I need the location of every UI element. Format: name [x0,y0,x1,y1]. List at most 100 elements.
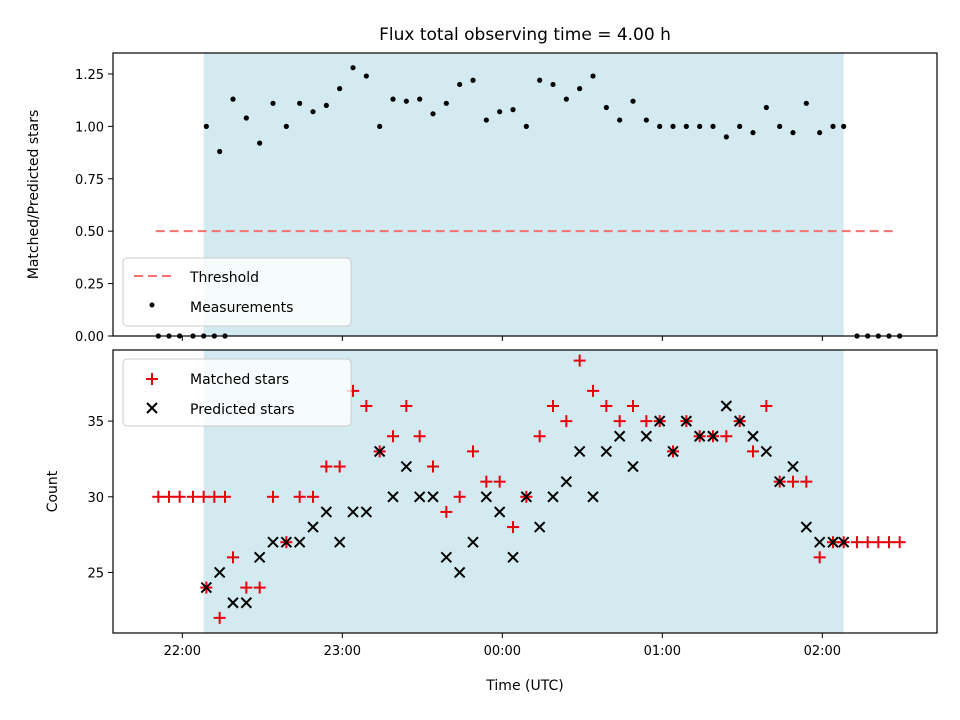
measurement-point [723,134,729,140]
measurement-point [390,96,396,102]
matched-star-point [360,399,373,412]
top-axes-frame [112,52,938,337]
bottom-y-ticks: 25 30 35 [87,415,113,581]
predicted-star-point [400,460,413,473]
predicted-star-point [707,430,719,442]
matched-star-point [533,430,546,443]
matched-star-point [640,415,653,428]
star-count-panel: 25 30 35 22:00 23:00 00:00 01:00 02:00 Count T… [45,349,938,694]
measurement-point [217,148,223,155]
measurement-point [841,123,847,129]
predicted-star-point [837,536,850,548]
legend-predicted-swatch [146,402,158,414]
matched-star-point [613,415,626,428]
measurement-point [630,98,636,104]
measurement-point [483,117,489,123]
measurement-point [697,123,703,129]
measurement-point [470,77,476,83]
bottom-x-ticks: 22:00 23:00 00:00 01:00 02:00 [164,633,841,659]
predicted-star-point [280,536,293,548]
y-tick-label: 0.25 [75,278,104,293]
bottom-axes-frame [112,349,938,634]
predicted-star-point [467,536,479,548]
measurement-point [550,81,556,88]
predicted-star-point [493,506,506,518]
predicted-star-point [547,491,559,503]
matched-star-point [400,399,413,412]
matched-star-point [152,490,165,503]
legend-measurements-label: Measurements [190,300,293,316]
measurement-point [257,140,263,146]
predicted-star-point [667,445,679,458]
predicted-star-point [413,491,426,503]
measurement-point [817,130,823,136]
predicted-star-point [227,597,239,609]
matched-star-point [560,415,573,428]
measurement-point [657,123,663,129]
predicted-star-point [333,536,346,548]
predicted-star-point [387,491,399,503]
measurement-point [577,86,583,92]
matched-star-point [547,399,559,412]
measurement-point [617,117,623,123]
matched-star-point [787,475,799,488]
y-tick-label: 0.75 [75,173,104,188]
top-y-axis-label: Matched/Predicted stars [26,110,42,280]
predicted-star-point [600,445,613,458]
y-tick-label: 30 [87,491,104,506]
predicted-star-point [360,506,373,518]
predicted-star-point [800,521,813,533]
measurement-point [403,98,409,104]
measurement-point [510,107,516,113]
bottom-y-axis-label: Count [45,470,61,512]
predicted-star-point [573,445,586,458]
measurement-point [243,115,249,121]
x-tick-label: 00:00 [484,644,521,659]
predicted-star-point [640,430,653,442]
y-tick-label: 1.25 [75,68,104,83]
chart-title: Flux total observing time = 4.00 h [379,25,671,45]
matched-star-point [333,460,346,473]
matched-star-point [187,490,199,503]
matched-star-point [253,581,266,594]
predicted-star-point [533,521,546,533]
y-tick-label: 25 [87,566,104,581]
matched-star-point [493,475,506,488]
matched-star-point [480,475,493,488]
predicted-star-point [373,445,386,458]
matched-star-point [893,536,906,549]
measurement-point [790,130,796,136]
predicted-star-point [627,460,639,473]
predicted-star-point [787,460,799,473]
measurement-point [283,123,289,129]
measurement-point [670,123,676,129]
predicted-star-point [560,475,573,488]
predicted-star-point [200,581,213,594]
matched-star-point [427,460,439,473]
predicted-star-point [480,491,493,503]
measurement-point [803,100,809,106]
measurement-point [350,65,356,71]
measurement-point [323,102,329,109]
matched-star-point [163,490,175,503]
predicted-star-point [440,551,453,564]
predicted-star-point [587,491,599,503]
measurement-point [777,123,783,129]
measurement-point [417,96,423,102]
predicted-star-point [773,475,786,488]
matched-star-point [320,460,333,473]
measurement-point [710,123,716,129]
predicted-star-point [613,430,626,442]
predicted-star-point [213,566,226,579]
legend-matched-label: Matched stars [190,372,289,388]
measurement-point [430,111,436,117]
measurement-point [537,77,543,83]
matched-star-point [627,399,639,412]
predicted-star-point [453,566,466,579]
matched-star-point [813,551,826,564]
legend-matched-swatch [146,373,158,385]
matched-star-point [387,430,399,443]
matched-star-point [600,399,613,412]
matched-star-point [213,611,226,624]
